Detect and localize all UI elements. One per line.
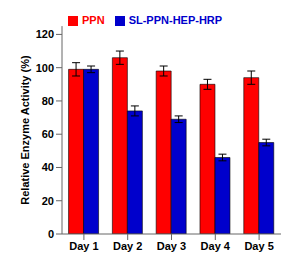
svg-text:100: 100 xyxy=(36,62,54,74)
html-text:PPN: PPN xyxy=(82,14,105,26)
html-text:SL-PPN-HEP-HRP: SL-PPN-HEP-HRP xyxy=(128,14,223,26)
svg-text:Relative Enzyme Activity (%): Relative Enzyme Activity (%) xyxy=(19,55,31,205)
svg-text:Day 2: Day 2 xyxy=(113,240,142,252)
svg-text:Day 4: Day 4 xyxy=(201,240,231,252)
svg-text:20: 20 xyxy=(42,195,54,207)
svg-text:Day 5: Day 5 xyxy=(244,240,273,252)
svg-text:120: 120 xyxy=(36,28,54,40)
svg-text:60: 60 xyxy=(42,128,54,140)
svg-text:Day 3: Day 3 xyxy=(157,240,186,252)
svg-text:0: 0 xyxy=(48,228,54,240)
svg-text:40: 40 xyxy=(42,161,54,173)
svg-text:80: 80 xyxy=(42,95,54,107)
svg-text:Day 1: Day 1 xyxy=(69,240,98,252)
